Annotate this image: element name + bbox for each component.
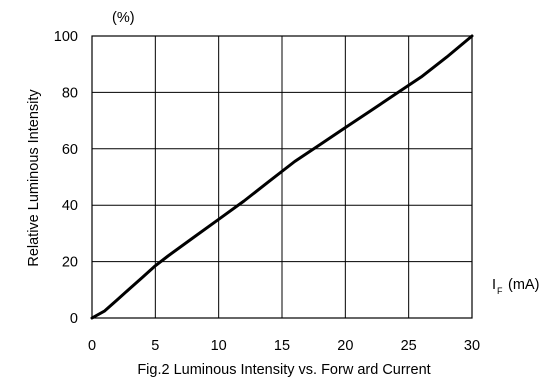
grid (92, 36, 472, 318)
x-tick-label: 30 (464, 338, 480, 354)
y-axis-label: Relative Luminous Intensity (26, 89, 42, 267)
y-tick-label: 0 (70, 311, 78, 327)
x-axis-label-unit: (mA) (508, 277, 539, 293)
x-tick-label: 25 (401, 338, 417, 354)
y-tick-label: 60 (62, 142, 78, 158)
x-axis-label-main: I (492, 277, 496, 293)
x-tick-labels: 0 5 10 15 20 25 30 (88, 338, 480, 354)
x-tick-label: 10 (211, 338, 227, 354)
y-tick-label: 100 (54, 29, 78, 45)
x-tick-label: 5 (151, 338, 159, 354)
x-axis-label-subscript: F (497, 286, 503, 296)
chart-caption: Fig.2 Luminous Intensity vs. Forw ard Cu… (137, 362, 430, 378)
y-tick-label: 80 (62, 85, 78, 101)
y-tick-label: 20 (62, 255, 78, 271)
y-tick-label: 40 (62, 198, 78, 214)
x-tick-label: 20 (337, 338, 353, 354)
y-unit-label: (%) (112, 10, 135, 26)
series-line (90, 34, 474, 320)
plot-frame (91, 35, 473, 319)
y-tick-labels: 0 20 40 60 80 100 (54, 29, 78, 327)
x-tick-label: 0 (88, 338, 96, 354)
x-tick-label: 15 (274, 338, 290, 354)
